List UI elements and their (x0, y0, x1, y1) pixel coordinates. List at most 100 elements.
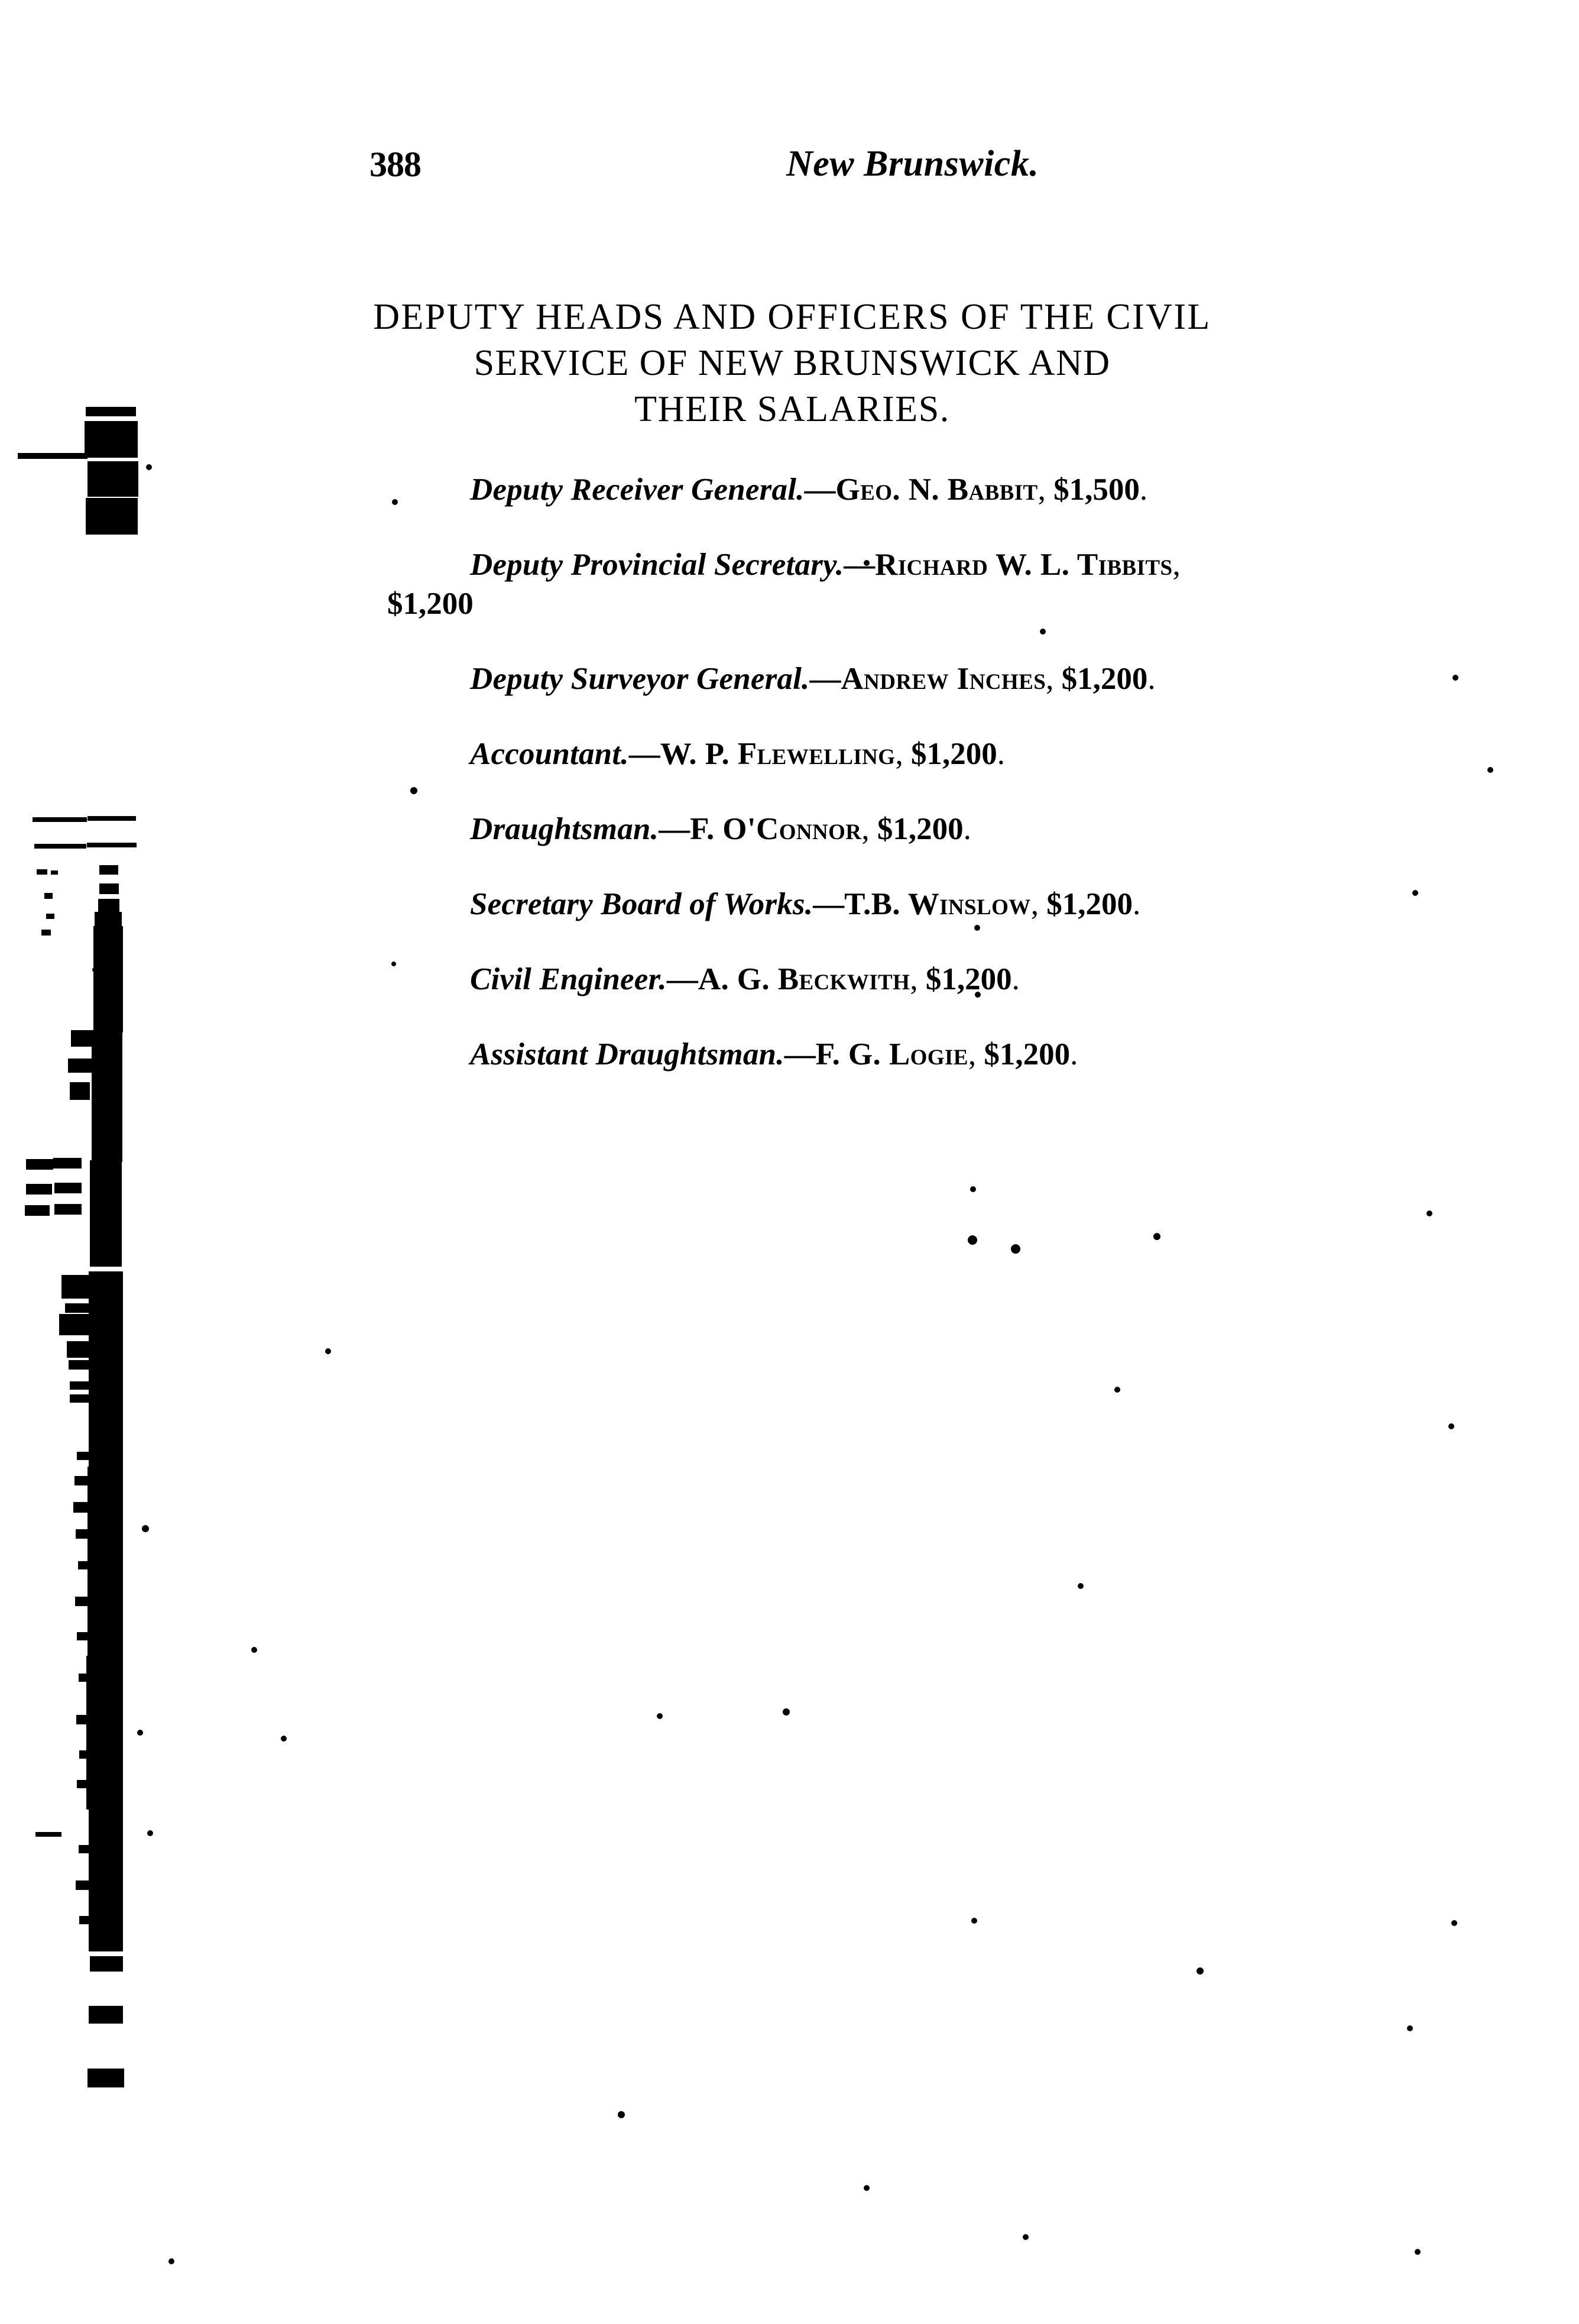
scan-speck (971, 1918, 977, 1924)
scan-speck (783, 1708, 790, 1716)
officer-salary: $1,200 (877, 812, 964, 846)
terminator: . (1132, 887, 1141, 921)
scan-speck (1114, 1387, 1120, 1393)
officer-name: W. P. Flewelling (660, 737, 896, 771)
running-head-title: New Brunswick. (786, 144, 1039, 184)
separator: , (1172, 548, 1181, 582)
page-title-line-2: SERVICE OF NEW BRUNSWICK AND (474, 342, 1111, 383)
officer-salary: $1,500 (1053, 472, 1140, 507)
scan-speck (1197, 1967, 1204, 1975)
scan-speck (142, 1525, 149, 1532)
officer-role: Deputy Surveyor General. (470, 662, 810, 696)
officer-role: Deputy Receiver General. (470, 472, 805, 507)
role-name-dash: — (628, 737, 660, 771)
scan-speck (618, 2111, 625, 2118)
scan-speck (1487, 767, 1493, 773)
officer-salary: $1,200 (984, 1037, 1071, 1072)
role-name-dash: — (784, 1037, 816, 1072)
separator: , (895, 737, 911, 771)
scan-speck (974, 925, 980, 931)
separator: , (861, 812, 877, 846)
scan-speck (1426, 1210, 1432, 1216)
officer-name: A. G. Beckwith (698, 962, 910, 996)
running-head: 388 New Brunswick. (0, 144, 1579, 200)
officer-name: F. O'Connor (690, 812, 862, 846)
list-item: Accountant.—W. P. Flewelling, $1,200. (387, 734, 1238, 773)
scan-speck (864, 560, 870, 566)
scan-speck (92, 967, 97, 972)
officer-name: Andrew Inches (841, 662, 1046, 696)
scan-speck (1040, 629, 1046, 635)
role-name-dash: — (659, 812, 690, 846)
scan-speck (146, 464, 152, 470)
scan-speck (1448, 1423, 1454, 1429)
role-name-dash: — (813, 887, 845, 921)
scan-speck (410, 787, 417, 794)
scan-speck (1412, 890, 1418, 896)
scan-speck (137, 1730, 143, 1736)
list-item: Civil Engineer.—A. G. Beckwith, $1,200. (387, 960, 1238, 999)
officer-salary: $1,200 (387, 587, 474, 621)
page-title: DEPUTY HEADS AND OFFICERS OF THE CIVIL S… (331, 294, 1253, 432)
scan-speck (864, 2185, 870, 2191)
scan-speck (392, 499, 398, 505)
scan-speck (251, 1647, 257, 1653)
scan-speck (975, 992, 981, 998)
officer-name: F. G. Logie (815, 1037, 968, 1072)
scan-speck (1153, 1233, 1160, 1240)
role-name-dash: — (844, 548, 876, 582)
scan-speck (325, 1348, 331, 1354)
page-number: 388 (369, 145, 422, 184)
list-item: Deputy Surveyor General.—Andrew Inches, … (387, 659, 1238, 698)
page-title-line-1: DEPUTY HEADS AND OFFICERS OF THE CIVIL (373, 296, 1211, 337)
scan-speck (1078, 1583, 1084, 1589)
scan-speck (1415, 2249, 1421, 2255)
scan-speck (968, 1235, 977, 1245)
scan-speck (281, 1736, 287, 1742)
officer-role: Civil Engineer. (470, 962, 667, 996)
terminator: . (997, 737, 1005, 771)
officer-salary: $1,200 (910, 737, 997, 771)
scan-speck (657, 1713, 663, 1719)
separator: , (1037, 472, 1054, 507)
officer-name: Richard W. L. Tibbits (875, 548, 1173, 582)
list-item: Draughtsman.—F. O'Connor, $1,200. (387, 810, 1238, 849)
terminator: . (963, 812, 971, 846)
terminator: . (1011, 962, 1020, 996)
officer-role: Secretary Board of Works. (470, 887, 813, 921)
officer-salary: $1,200 (1046, 887, 1133, 921)
scan-speck (1011, 1244, 1020, 1254)
scan-speck (1452, 675, 1458, 681)
officer-salary: $1,200 (925, 962, 1012, 996)
role-name-dash: — (804, 472, 836, 507)
role-name-dash: — (666, 962, 698, 996)
list-item: Secretary Board of Works.—T.B. Winslow, … (387, 885, 1238, 924)
officer-name: T.B. Winslow (844, 887, 1031, 921)
officer-role: Assistant Draughtsman. (470, 1037, 784, 1072)
separator: , (1030, 887, 1047, 921)
officer-role: Deputy Provincial Secretary. (470, 548, 844, 582)
officer-salary-list: Deputy Receiver General.—Geo. N. Babbit,… (387, 470, 1238, 1110)
page-title-line-3: THEIR SALARIES. (634, 389, 950, 429)
scan-speck (1407, 2025, 1413, 2031)
separator: , (968, 1037, 984, 1072)
terminator: . (1139, 472, 1148, 507)
scan-speck (1023, 2234, 1029, 2240)
terminator: . (1147, 662, 1156, 696)
list-item: Assistant Draughtsman.—F. G. Logie, $1,2… (387, 1035, 1238, 1074)
scan-speck (970, 1186, 976, 1192)
scan-speck (391, 962, 396, 966)
list-item: Deputy Provincial Secretary.—Richard W. … (387, 545, 1238, 623)
officer-role: Draughtsman. (470, 812, 659, 846)
scan-speck (147, 1830, 153, 1836)
scan-speck (1451, 1920, 1457, 1926)
officer-name: Geo. N. Babbit (835, 472, 1038, 507)
officer-role: Accountant. (470, 737, 629, 771)
separator: , (910, 962, 926, 996)
role-name-dash: — (809, 662, 841, 696)
terminator: . (1070, 1037, 1078, 1072)
list-item: Deputy Receiver General.—Geo. N. Babbit,… (387, 470, 1238, 509)
officer-salary: $1,200 (1061, 662, 1148, 696)
